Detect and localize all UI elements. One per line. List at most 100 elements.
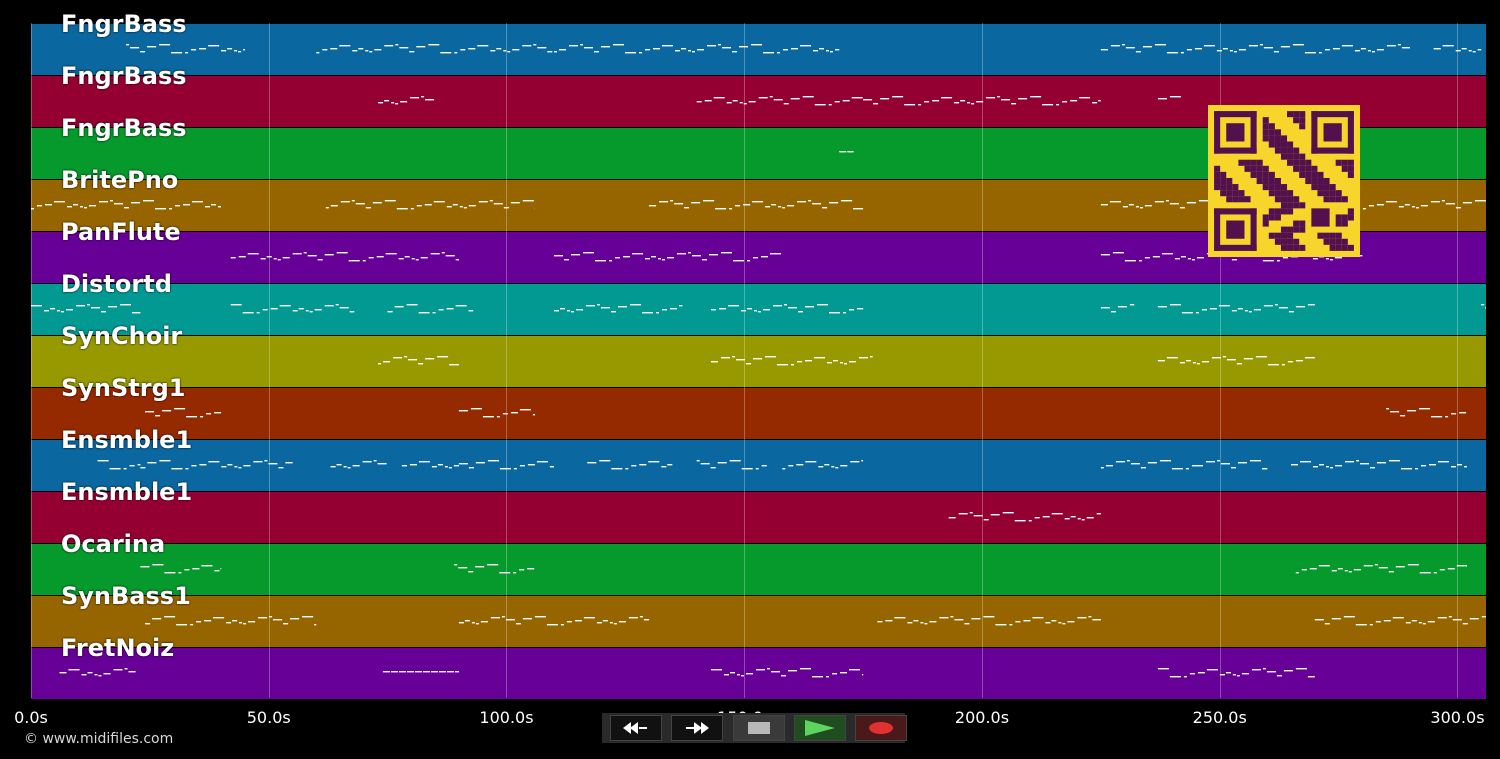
note xyxy=(778,206,782,208)
note xyxy=(31,208,34,210)
note xyxy=(446,671,454,673)
note xyxy=(234,466,238,468)
note xyxy=(123,468,127,470)
note xyxy=(490,50,496,52)
note xyxy=(1369,624,1373,626)
note xyxy=(477,45,489,47)
note xyxy=(1429,464,1436,466)
note xyxy=(455,259,459,261)
track-notes xyxy=(126,44,1482,54)
note xyxy=(601,307,610,309)
note xyxy=(805,461,817,463)
note xyxy=(1229,50,1233,52)
note xyxy=(1360,463,1369,465)
note xyxy=(394,306,404,308)
note xyxy=(383,361,391,363)
note xyxy=(519,409,531,411)
note xyxy=(656,312,659,314)
note xyxy=(175,205,180,207)
note xyxy=(1154,44,1166,46)
note xyxy=(1474,200,1486,202)
note xyxy=(458,410,468,412)
note xyxy=(1439,569,1445,571)
note xyxy=(503,50,507,52)
note xyxy=(113,669,123,671)
note xyxy=(404,356,408,358)
track-notes xyxy=(31,304,1486,314)
note xyxy=(499,468,511,470)
note xyxy=(109,468,121,470)
note xyxy=(796,464,804,466)
note xyxy=(1056,104,1060,106)
note xyxy=(817,304,828,306)
note xyxy=(704,100,712,102)
note xyxy=(892,96,904,98)
note xyxy=(164,616,176,618)
note xyxy=(1032,617,1044,619)
note xyxy=(186,416,198,418)
note xyxy=(347,467,351,469)
note xyxy=(1009,624,1013,626)
note xyxy=(1335,465,1342,467)
note xyxy=(1462,623,1468,625)
note xyxy=(292,253,302,255)
note xyxy=(826,676,829,678)
note xyxy=(1395,566,1405,568)
note xyxy=(278,467,284,469)
note xyxy=(1388,571,1394,573)
note xyxy=(1368,205,1374,207)
track-notes xyxy=(378,96,1181,106)
note xyxy=(756,669,765,671)
record-button[interactable] xyxy=(855,715,907,741)
note xyxy=(1112,252,1124,254)
note xyxy=(460,49,466,51)
note xyxy=(1187,258,1191,260)
note xyxy=(983,616,995,618)
note xyxy=(554,51,557,53)
note xyxy=(262,309,268,311)
play-button[interactable] xyxy=(794,715,846,741)
note xyxy=(1191,465,1196,467)
note xyxy=(813,50,818,52)
fast-forward-button[interactable] xyxy=(671,715,723,741)
note xyxy=(458,567,468,569)
note xyxy=(753,257,758,259)
note xyxy=(145,411,155,413)
note xyxy=(444,466,448,468)
note xyxy=(805,360,812,362)
note xyxy=(748,101,756,103)
note xyxy=(1045,622,1051,624)
note xyxy=(1129,304,1135,306)
note xyxy=(130,47,140,49)
note xyxy=(84,207,87,209)
note xyxy=(1236,675,1240,677)
note xyxy=(649,205,657,207)
note xyxy=(1419,572,1431,574)
note xyxy=(1415,207,1419,209)
note xyxy=(758,97,768,99)
note xyxy=(1422,623,1426,625)
note xyxy=(390,671,398,673)
note xyxy=(410,97,420,99)
note xyxy=(458,622,464,624)
note xyxy=(1015,621,1021,623)
note xyxy=(827,362,832,364)
note xyxy=(1420,205,1428,207)
note xyxy=(1259,44,1263,46)
note xyxy=(729,208,733,210)
note xyxy=(453,465,459,467)
stop-button[interactable] xyxy=(733,715,785,741)
note xyxy=(358,48,364,50)
note xyxy=(425,358,435,360)
note xyxy=(445,255,455,257)
note xyxy=(1169,676,1181,678)
note xyxy=(227,464,233,466)
note xyxy=(1282,257,1288,259)
note xyxy=(1058,622,1062,624)
note xyxy=(266,256,272,258)
note xyxy=(1241,673,1249,675)
rewind-button[interactable] xyxy=(610,715,662,741)
note xyxy=(1079,97,1091,99)
note xyxy=(1341,45,1353,47)
note xyxy=(1461,48,1467,50)
